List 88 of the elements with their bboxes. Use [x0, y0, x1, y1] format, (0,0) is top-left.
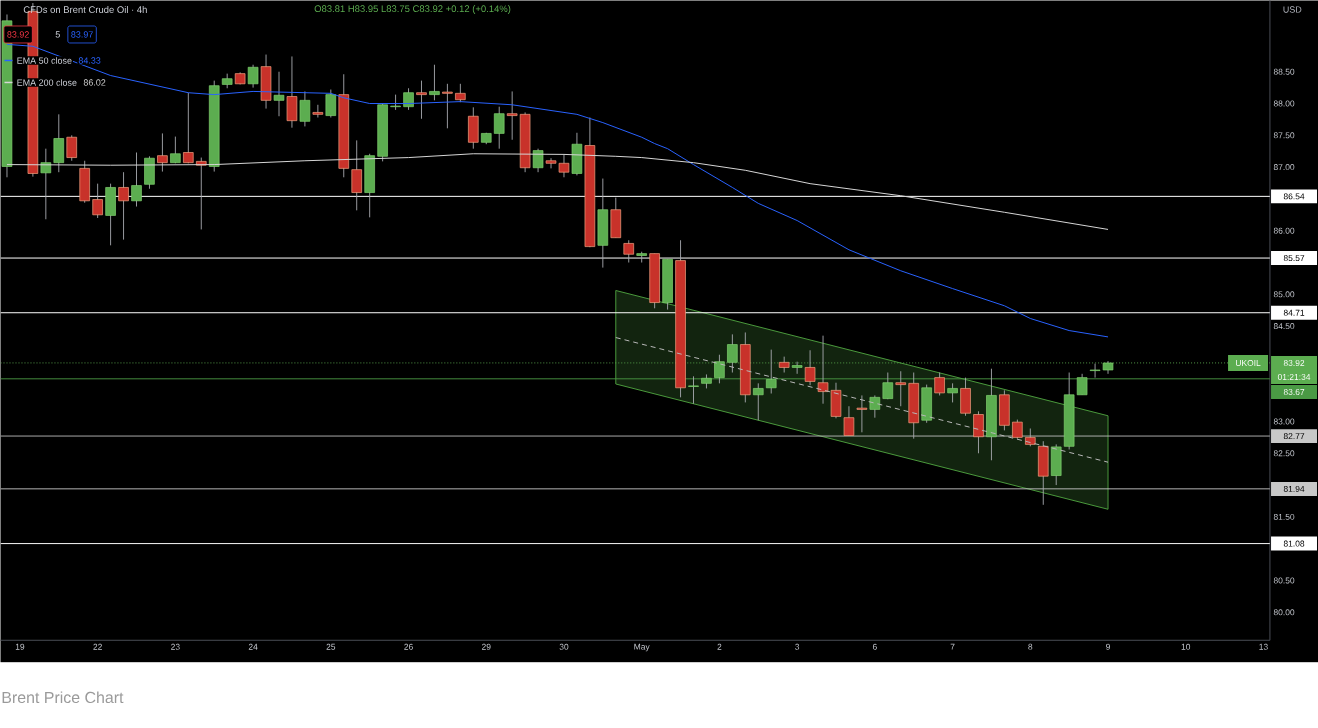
candlestick	[869, 394, 881, 419]
x-tick-label: 13	[1259, 643, 1268, 650]
candlestick	[170, 136, 181, 164]
candlestick	[882, 371, 894, 400]
candlestick	[506, 90, 518, 141]
x-tick-label: 7	[950, 643, 955, 650]
candlestick	[92, 183, 103, 219]
x-tick-label: 23	[171, 643, 180, 650]
x-tick-label: 2	[717, 643, 722, 650]
candlestick	[623, 239, 635, 263]
candlestick	[493, 106, 505, 150]
candlestick	[416, 80, 427, 120]
annotation: 83.92	[7, 31, 29, 38]
x-tick-label: 6	[872, 643, 877, 650]
ref-line-label: 83.92	[1283, 359, 1305, 366]
chart-subtitle: O83.81 H83.95 L83.75 C83.92 +0.12 (+0.14%)	[314, 4, 511, 14]
y-tick-label: 88.50	[1273, 68, 1295, 75]
y-tick-label: 87.00	[1273, 164, 1295, 170]
candlestick	[247, 64, 259, 88]
y-tick-label: 80.50	[1273, 577, 1295, 584]
candlestick	[66, 134, 78, 162]
x-tick-label: 26	[404, 643, 413, 650]
candlestick	[856, 394, 868, 433]
candlestick	[325, 88, 337, 118]
x-tick-label: 19	[15, 643, 25, 650]
candlestick	[442, 83, 453, 129]
y-tick-label: 83.00	[1273, 418, 1295, 425]
candlestick	[1076, 373, 1088, 396]
text: 01:21:34	[1277, 373, 1311, 380]
ref-line-label: 81.08	[1283, 540, 1305, 547]
y-tick-label: 81.50	[1273, 513, 1295, 520]
annotation: 86.02	[83, 79, 106, 86]
candlestick	[753, 382, 764, 421]
candlestick	[947, 382, 958, 403]
candlestick	[1012, 419, 1023, 440]
x-tick-label: 29	[481, 643, 491, 650]
x-tick-label: May	[634, 643, 650, 652]
y-tick-label: 87.50	[1273, 132, 1295, 139]
x-tick-label: 25	[326, 643, 336, 650]
x-tick-label: 9	[1106, 643, 1110, 650]
legend-label: EMA 50 close	[17, 57, 72, 64]
candlestick	[312, 104, 324, 118]
y-tick-label: 80.00	[1273, 609, 1295, 616]
candlestick	[299, 90, 311, 127]
ref-line-label: 85.57	[1283, 254, 1305, 261]
candlestick	[714, 354, 725, 384]
candlestick	[973, 410, 984, 454]
x-tick-label: 22	[93, 643, 102, 650]
ref-line-label: 81.94	[1283, 485, 1305, 492]
ref-line-label: 82.77	[1283, 433, 1305, 440]
x-tick-label: 30	[559, 643, 569, 650]
text: Brent Price Chart	[2, 691, 124, 703]
candlestick	[843, 405, 855, 436]
candlestick	[895, 370, 907, 407]
chart-title: CFDs on Brent Crude Oil · 4h	[23, 5, 147, 13]
x-tick-label: 24	[248, 643, 258, 650]
y-tick-label: 88.00	[1273, 100, 1295, 107]
candlestick	[688, 375, 699, 405]
text: USD	[1283, 6, 1302, 13]
legend-label: EMA 200 close	[17, 79, 77, 86]
ref-line-label: 84.71	[1283, 309, 1305, 316]
candlestick	[429, 64, 440, 101]
candlestick	[804, 349, 816, 386]
y-tick-label: 84.50	[1273, 323, 1295, 329]
y-tick-label: 85.00	[1273, 291, 1295, 298]
annotation: 5	[55, 31, 60, 38]
annotation: UKOIL	[1236, 359, 1261, 366]
candlestick	[455, 83, 466, 103]
candlestick	[196, 157, 207, 230]
annotation: 84.33	[78, 57, 101, 64]
candlestick	[273, 71, 285, 117]
candlestick	[157, 132, 168, 172]
x-tick-label: 10	[1181, 643, 1191, 650]
x-tick-label: 8	[1028, 643, 1033, 650]
x-tick-label: 3	[795, 643, 800, 650]
candlestick	[131, 151, 142, 207]
y-tick-label: 82.50	[1273, 450, 1295, 457]
candlestick	[403, 87, 414, 111]
candlestick	[351, 139, 362, 211]
candlestick	[40, 148, 52, 220]
candlestick	[183, 92, 194, 164]
candlestick	[934, 371, 945, 396]
annotation: 83.97	[71, 31, 93, 38]
ref-line-label: 86.54	[1283, 193, 1305, 200]
y-tick-label: 86.00	[1273, 227, 1295, 234]
line-series	[6, 153, 1109, 230]
candlestick	[118, 171, 129, 240]
ref-line-label: 83.67	[1283, 388, 1305, 395]
